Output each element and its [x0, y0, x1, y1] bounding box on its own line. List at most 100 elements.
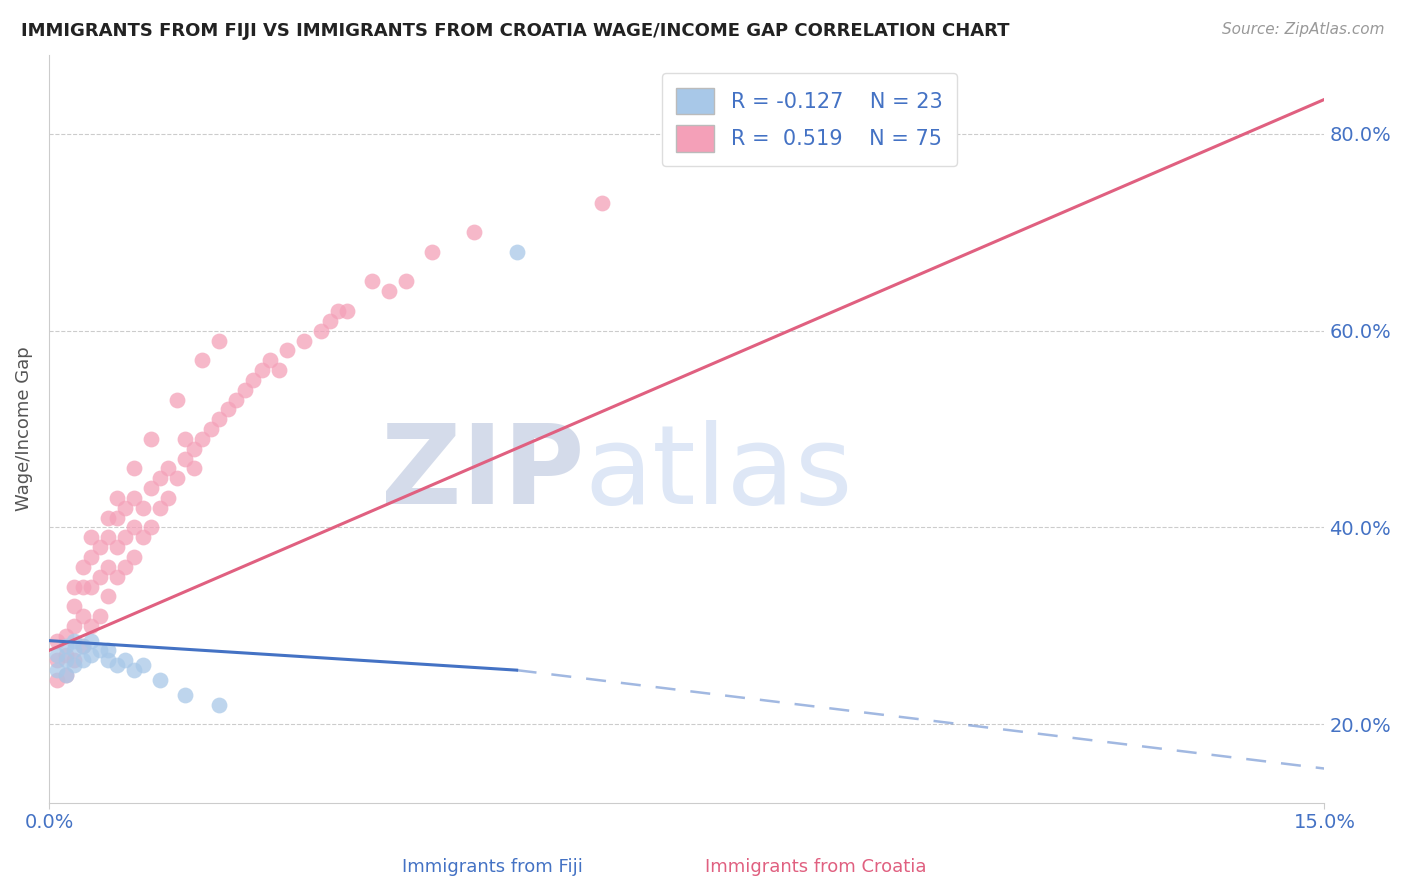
Point [292, 334, 315, 348]
Point [242, 373, 264, 387]
Point [183, 442, 205, 456]
Point [114, 653, 136, 667]
Text: Immigrants from Croatia: Immigrants from Croatia [704, 858, 927, 876]
Point [63, 599, 86, 614]
Point [208, 334, 231, 348]
Point [55, 648, 77, 663]
Point [105, 569, 128, 583]
Point [122, 549, 145, 564]
Point [46, 633, 69, 648]
Point [139, 481, 162, 495]
Point [131, 658, 153, 673]
Point [139, 520, 162, 534]
Point [148, 471, 170, 485]
Point [63, 653, 86, 667]
Point [105, 491, 128, 505]
Point [63, 658, 86, 673]
Point [63, 619, 86, 633]
Legend: R = -0.127    N = 23, R =  0.519    N = 75: R = -0.127 N = 23, R = 0.519 N = 75 [662, 73, 957, 166]
Point [395, 275, 418, 289]
Text: IMMIGRANTS FROM FIJI VS IMMIGRANTS FROM CROATIA WAGE/INCOME GAP CORRELATION CHAR: IMMIGRANTS FROM FIJI VS IMMIGRANTS FROM … [21, 22, 1010, 40]
Point [80, 633, 103, 648]
Point [114, 530, 136, 544]
Point [97, 559, 120, 574]
Point [97, 590, 120, 604]
Point [55, 629, 77, 643]
Point [233, 383, 256, 397]
Point [183, 461, 205, 475]
Point [267, 363, 290, 377]
Text: Immigrants from Fiji: Immigrants from Fiji [402, 858, 582, 876]
Point [72, 559, 94, 574]
Point [276, 343, 298, 358]
Y-axis label: Wage/Income Gap: Wage/Income Gap [15, 347, 32, 511]
Point [122, 461, 145, 475]
Text: atlas: atlas [585, 420, 853, 527]
Point [174, 688, 197, 702]
Point [80, 580, 103, 594]
Point [225, 392, 247, 407]
Point [148, 500, 170, 515]
Point [97, 530, 120, 544]
Point [63, 580, 86, 594]
Point [505, 244, 527, 259]
Point [361, 275, 384, 289]
Point [191, 432, 214, 446]
Point [114, 500, 136, 515]
Point [148, 673, 170, 687]
Point [89, 540, 111, 554]
Point [46, 653, 69, 667]
Point [63, 633, 86, 648]
Point [46, 663, 69, 677]
Point [309, 324, 332, 338]
Point [89, 643, 111, 657]
Point [97, 653, 120, 667]
Point [105, 658, 128, 673]
Text: ZIP: ZIP [381, 420, 585, 527]
Point [80, 530, 103, 544]
Point [139, 432, 162, 446]
Point [326, 304, 349, 318]
Point [318, 314, 340, 328]
Point [46, 648, 69, 663]
Point [55, 668, 77, 682]
Point [89, 569, 111, 583]
Point [122, 520, 145, 534]
Point [122, 491, 145, 505]
Point [72, 639, 94, 653]
Point [250, 363, 273, 377]
Point [200, 422, 222, 436]
Point [122, 663, 145, 677]
Point [131, 530, 153, 544]
Point [80, 549, 103, 564]
Point [63, 643, 86, 657]
Point [131, 500, 153, 515]
Point [420, 244, 443, 259]
Point [591, 195, 613, 210]
Point [166, 471, 188, 485]
Point [97, 510, 120, 524]
Point [208, 698, 231, 712]
Point [105, 510, 128, 524]
Point [80, 619, 103, 633]
Point [191, 353, 214, 368]
Point [55, 639, 77, 653]
Point [208, 412, 231, 426]
Point [463, 225, 485, 239]
Point [156, 491, 179, 505]
Point [89, 609, 111, 624]
Text: Source: ZipAtlas.com: Source: ZipAtlas.com [1222, 22, 1385, 37]
Point [72, 609, 94, 624]
Point [72, 639, 94, 653]
Point [97, 643, 120, 657]
Point [335, 304, 357, 318]
Point [174, 451, 197, 466]
Point [46, 673, 69, 687]
Point [174, 432, 197, 446]
Point [259, 353, 281, 368]
Point [378, 285, 401, 299]
Point [72, 580, 94, 594]
Point [217, 402, 239, 417]
Point [55, 668, 77, 682]
Point [156, 461, 179, 475]
